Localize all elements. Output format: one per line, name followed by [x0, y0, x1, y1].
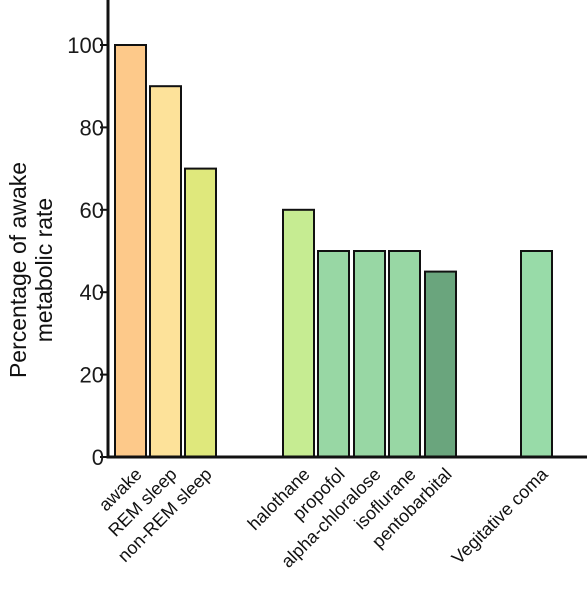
axis-lines	[106, 0, 587, 459]
y-axis-title-line-2: metabolic rate	[31, 198, 57, 342]
y-tick-label-80: 80	[80, 115, 104, 140]
bar-rem-sleep	[149, 85, 182, 458]
bar-isoflurane	[388, 250, 421, 458]
bar-non-rem-sleep	[184, 167, 217, 458]
bar-vegitative-coma	[520, 250, 553, 458]
bar-pentobarbital	[424, 270, 457, 458]
y-tick-label-40: 40	[80, 280, 104, 305]
y-tick-label-60: 60	[80, 198, 104, 223]
bar-propofol	[317, 250, 350, 458]
bar-awake	[114, 44, 147, 458]
y-tick-label-0: 0	[92, 445, 104, 470]
y-axis-title-line-1: Percentage of awake	[5, 162, 31, 378]
bar-halothane	[282, 208, 315, 458]
y-tick-label-20: 20	[80, 363, 104, 388]
y-tick-label-100: 100	[67, 33, 104, 58]
y-ticks-group: 0 20 40 60 80 100	[67, 33, 108, 470]
bars-group	[114, 44, 553, 458]
bar-alpha-chloralose	[353, 250, 386, 458]
x-label-vegitative-coma: Vegitative coma	[448, 463, 553, 568]
